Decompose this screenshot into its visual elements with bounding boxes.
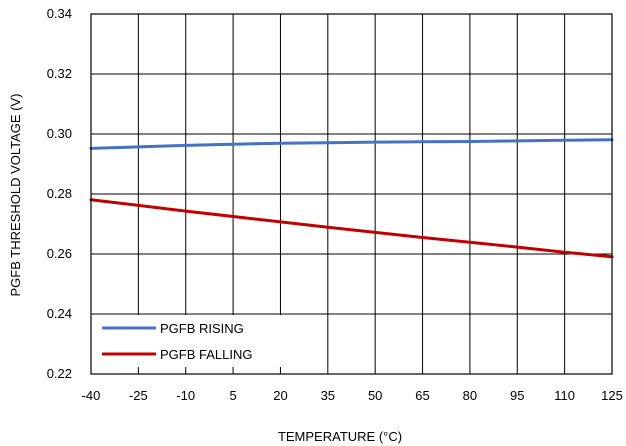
x-tick-label-8: 80 [463,388,477,403]
x-tick-label-2: -10 [176,388,195,403]
plot-frame [90,13,613,375]
series-line-0 [89,138,614,150]
series-lines [89,138,614,259]
y-tick-label-0: 0.22 [47,366,72,381]
tick-labels: -40 -25 -10 5 20 35 50 65 80 95 110 125 0.22 0.24 0.26… [47,6,623,403]
legend: PGFB RISING PGFB FALLING [96,315,286,367]
y-tick-label-2: 0.26 [47,246,72,261]
y-tick-label-6: 0.34 [47,6,72,21]
legend-label-0: PGFB RISING [160,321,244,336]
x-tick-label-9: 95 [510,388,524,403]
series-line-1 [89,198,614,259]
x-tick-label-11: 125 [601,388,623,403]
x-tick-label-0: -40 [82,388,101,403]
legend-label-1: PGFB FALLING [160,347,252,362]
plot-border [90,13,613,375]
x-tick-label-10: 110 [554,388,575,403]
x-tick-label-3: 5 [229,388,236,403]
legend-box [96,315,286,367]
x-tick-label-1: -25 [129,388,148,403]
y-tick-label-4: 0.30 [47,126,72,141]
y-axis-title: PGFB THRESHOLD VOLTAGE (V) [8,94,23,297]
y-tick-label-5: 0.32 [47,66,72,81]
y-tick-label-1: 0.24 [47,306,72,321]
x-tick-label-5: 35 [321,388,335,403]
x-tick-label-7: 65 [415,388,429,403]
x-axis-title: TEMPERATURE (°C) [278,429,402,444]
y-tick-label-3: 0.28 [47,186,72,201]
x-tick-label-4: 20 [273,388,287,403]
x-tick-label-6: 50 [368,388,382,403]
